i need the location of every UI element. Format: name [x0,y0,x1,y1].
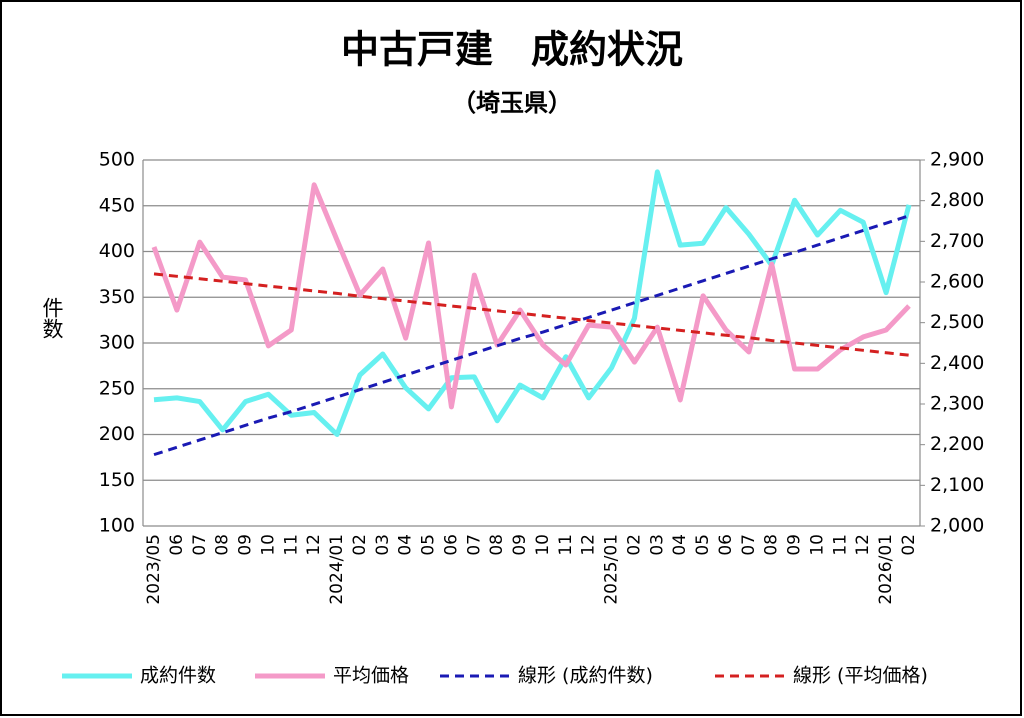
x-tick-label: 09 [236,534,256,556]
x-tick-label: 12 [853,534,873,556]
x-tick-label: 02 [350,534,370,556]
series-line [153,272,910,357]
x-tick-label: 04 [670,534,690,556]
x-tick-label: 04 [396,534,416,556]
y-axis-label: 件数 [40,297,64,339]
x-tick-label: 06 [167,534,187,556]
y2-tick-label: 2,500 [930,311,984,333]
x-tick-label: 08 [762,534,782,556]
y2-tick-label: 2,400 [930,352,984,374]
y2-tick-label: 2,300 [930,393,984,415]
x-tick-label: 05 [693,534,713,556]
x-tick-label: 10 [258,534,278,556]
x-tick-label: 2026/01 [876,534,896,605]
x-tick-label: 11 [556,534,576,556]
x-tick-label: 08 [213,534,233,556]
x-tick-label: 10 [533,534,553,556]
x-tick-label: 08 [487,534,507,556]
x-tick-label: 03 [373,534,393,556]
legend-label: 平均価格 [333,665,409,687]
y2-tick-label: 2,000 [930,515,984,537]
y-tick-label: 250 [99,377,135,399]
y-tick-label: 400 [99,240,135,262]
chart-title: 中古戸建 成約状況 [341,28,683,72]
x-tick-label: 06 [716,534,736,556]
y-tick-label: 500 [99,149,135,171]
y-tick-label: 350 [99,286,135,308]
x-tick-label: 06 [441,534,461,556]
x-tick-label: 2024/01 [327,534,347,605]
x-tick-label: 07 [739,534,759,556]
y-tick-label: 150 [99,469,135,491]
series-line [153,169,912,437]
series-line [151,182,911,410]
x-tick-label: 10 [807,534,827,556]
x-tick-label: 11 [830,534,850,556]
legend-label: 線形 (平均価格) [793,665,928,687]
x-tick-label: 07 [464,534,484,556]
legend-label: 線形 (成約件数) [518,665,653,687]
y2-tick-label: 2,900 [930,149,984,171]
y-tick-label: 450 [99,194,135,216]
x-tick-label: 05 [419,534,439,556]
x-tick-label: 03 [647,534,667,556]
y-tick-label: 100 [99,515,135,537]
x-tick-label: 07 [190,534,210,556]
x-tick-label: 2023/05 [144,534,164,605]
x-tick-label: 02 [899,534,919,556]
y2-tick-label: 2,100 [930,474,984,496]
x-tick-label: 02 [624,534,644,556]
y2-tick-label: 2,200 [930,433,984,455]
x-tick-label: 2025/01 [602,534,622,605]
x-tick-label: 11 [281,534,301,556]
x-tick-label: 12 [304,534,324,556]
x-tick-label: 12 [579,534,599,556]
y-tick-label: 200 [99,423,135,445]
y2-tick-label: 2,700 [930,230,984,252]
legend-label: 成約件数 [140,665,216,687]
y2-tick-label: 2,600 [930,271,984,293]
series-line [153,214,910,457]
y-tick-label: 300 [99,332,135,354]
chart-subtitle: （埼玉県） [452,89,572,117]
y2-tick-label: 2,800 [930,189,984,211]
x-tick-label: 09 [510,534,530,556]
x-tick-label: 09 [785,534,805,556]
